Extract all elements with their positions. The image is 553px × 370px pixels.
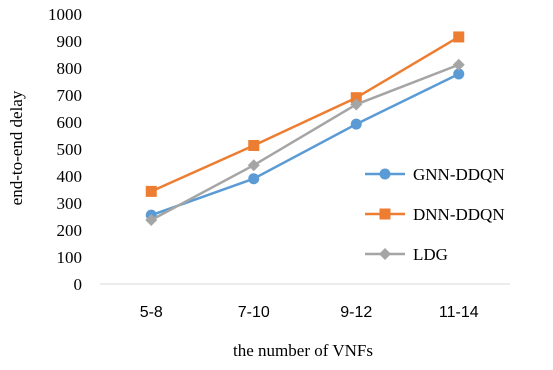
legend-item-gnn-ddqn: GNN-DDQN [365,165,505,184]
legend-item-dnn-ddqn: DNN-DDQN [365,205,505,224]
x-tick-label: 5-8 [140,304,163,321]
data-point-dnn-ddqn [248,139,260,151]
data-point-gnn-ddqn [248,173,260,185]
legend-label: LDG [413,245,448,264]
data-point-dnn-ddqn [145,185,157,197]
y-axis-label: end-to-end delay [7,90,26,205]
y-tick-label: 400 [57,167,83,186]
legend-label: GNN-DDQN [413,165,505,184]
y-tick-label: 1000 [48,5,82,24]
x-tick-label: 7-10 [238,304,270,321]
y-tick-label: 800 [57,59,83,78]
y-tick-label: 200 [57,221,83,240]
y-tick-label: 0 [74,275,83,294]
y-tick-label: 300 [57,194,83,213]
legend-marker [379,208,391,220]
legend: GNN-DDQN DNN-DDQN LDG [365,165,505,264]
data-point-ldg [145,214,158,227]
series-line-dnn-ddqn [150,35,460,193]
data-point-gnn-ddqn [453,68,465,80]
data-point-dnn-ddqn [350,92,362,104]
series-line-ldg [150,63,460,222]
x-tick-label: 11-14 [439,304,479,321]
legend-label: DNN-DDQN [413,205,505,224]
data-point-ldg [452,58,465,71]
y-tick-label: 100 [57,248,83,267]
y-tick-label: 900 [57,32,83,51]
x-tick-label: 9-12 [340,304,372,321]
legend-item-ldg: LDG [365,245,448,264]
data-point-dnn-ddqn [453,31,465,43]
series-line-gnn-ddqn [150,72,460,217]
y-tick-label: 700 [57,86,83,105]
legend-marker [379,248,391,260]
data-point-gnn-ddqn [350,118,362,130]
y-axis-ticks: 0 100 200 300 400 500 600 700 800 900 1000 [48,5,82,294]
data-point-ldg [247,159,260,172]
series-group [145,31,465,227]
series-dnn-ddqn [145,31,465,197]
legend-marker [379,168,391,180]
y-tick-label: 500 [57,140,83,159]
series-ldg [145,58,465,227]
y-tick-label: 600 [57,113,83,132]
data-point-ldg [350,98,363,111]
x-axis-label: the number of VNFs [233,341,373,360]
x-axis-ticks: 5-8 7-10 9-12 11-14 [140,304,479,321]
